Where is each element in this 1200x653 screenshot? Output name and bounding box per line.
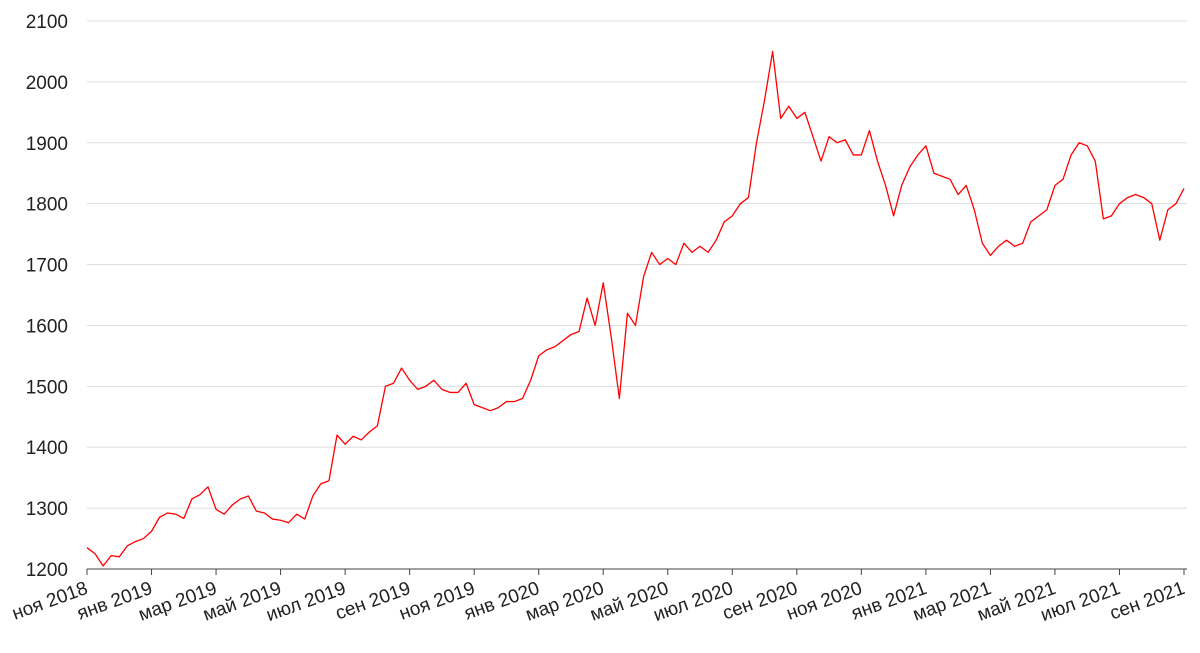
y-tick-label: 1500: [26, 377, 68, 398]
y-tick-label: 1200: [26, 560, 68, 581]
y-tick-label: 1300: [26, 499, 68, 520]
y-tick-label: 1800: [26, 195, 68, 216]
y-tick-label: 1400: [26, 438, 68, 459]
x-tick-label: сен 2021: [1107, 578, 1188, 624]
price-line: [86, 50, 1185, 567]
y-tick-label: 1600: [26, 316, 68, 337]
y-tick-label: 2100: [26, 12, 68, 33]
y-tick-label: 2000: [26, 73, 68, 94]
y-tick-label: 1700: [26, 256, 68, 277]
y-tick-label: 1900: [26, 134, 68, 155]
